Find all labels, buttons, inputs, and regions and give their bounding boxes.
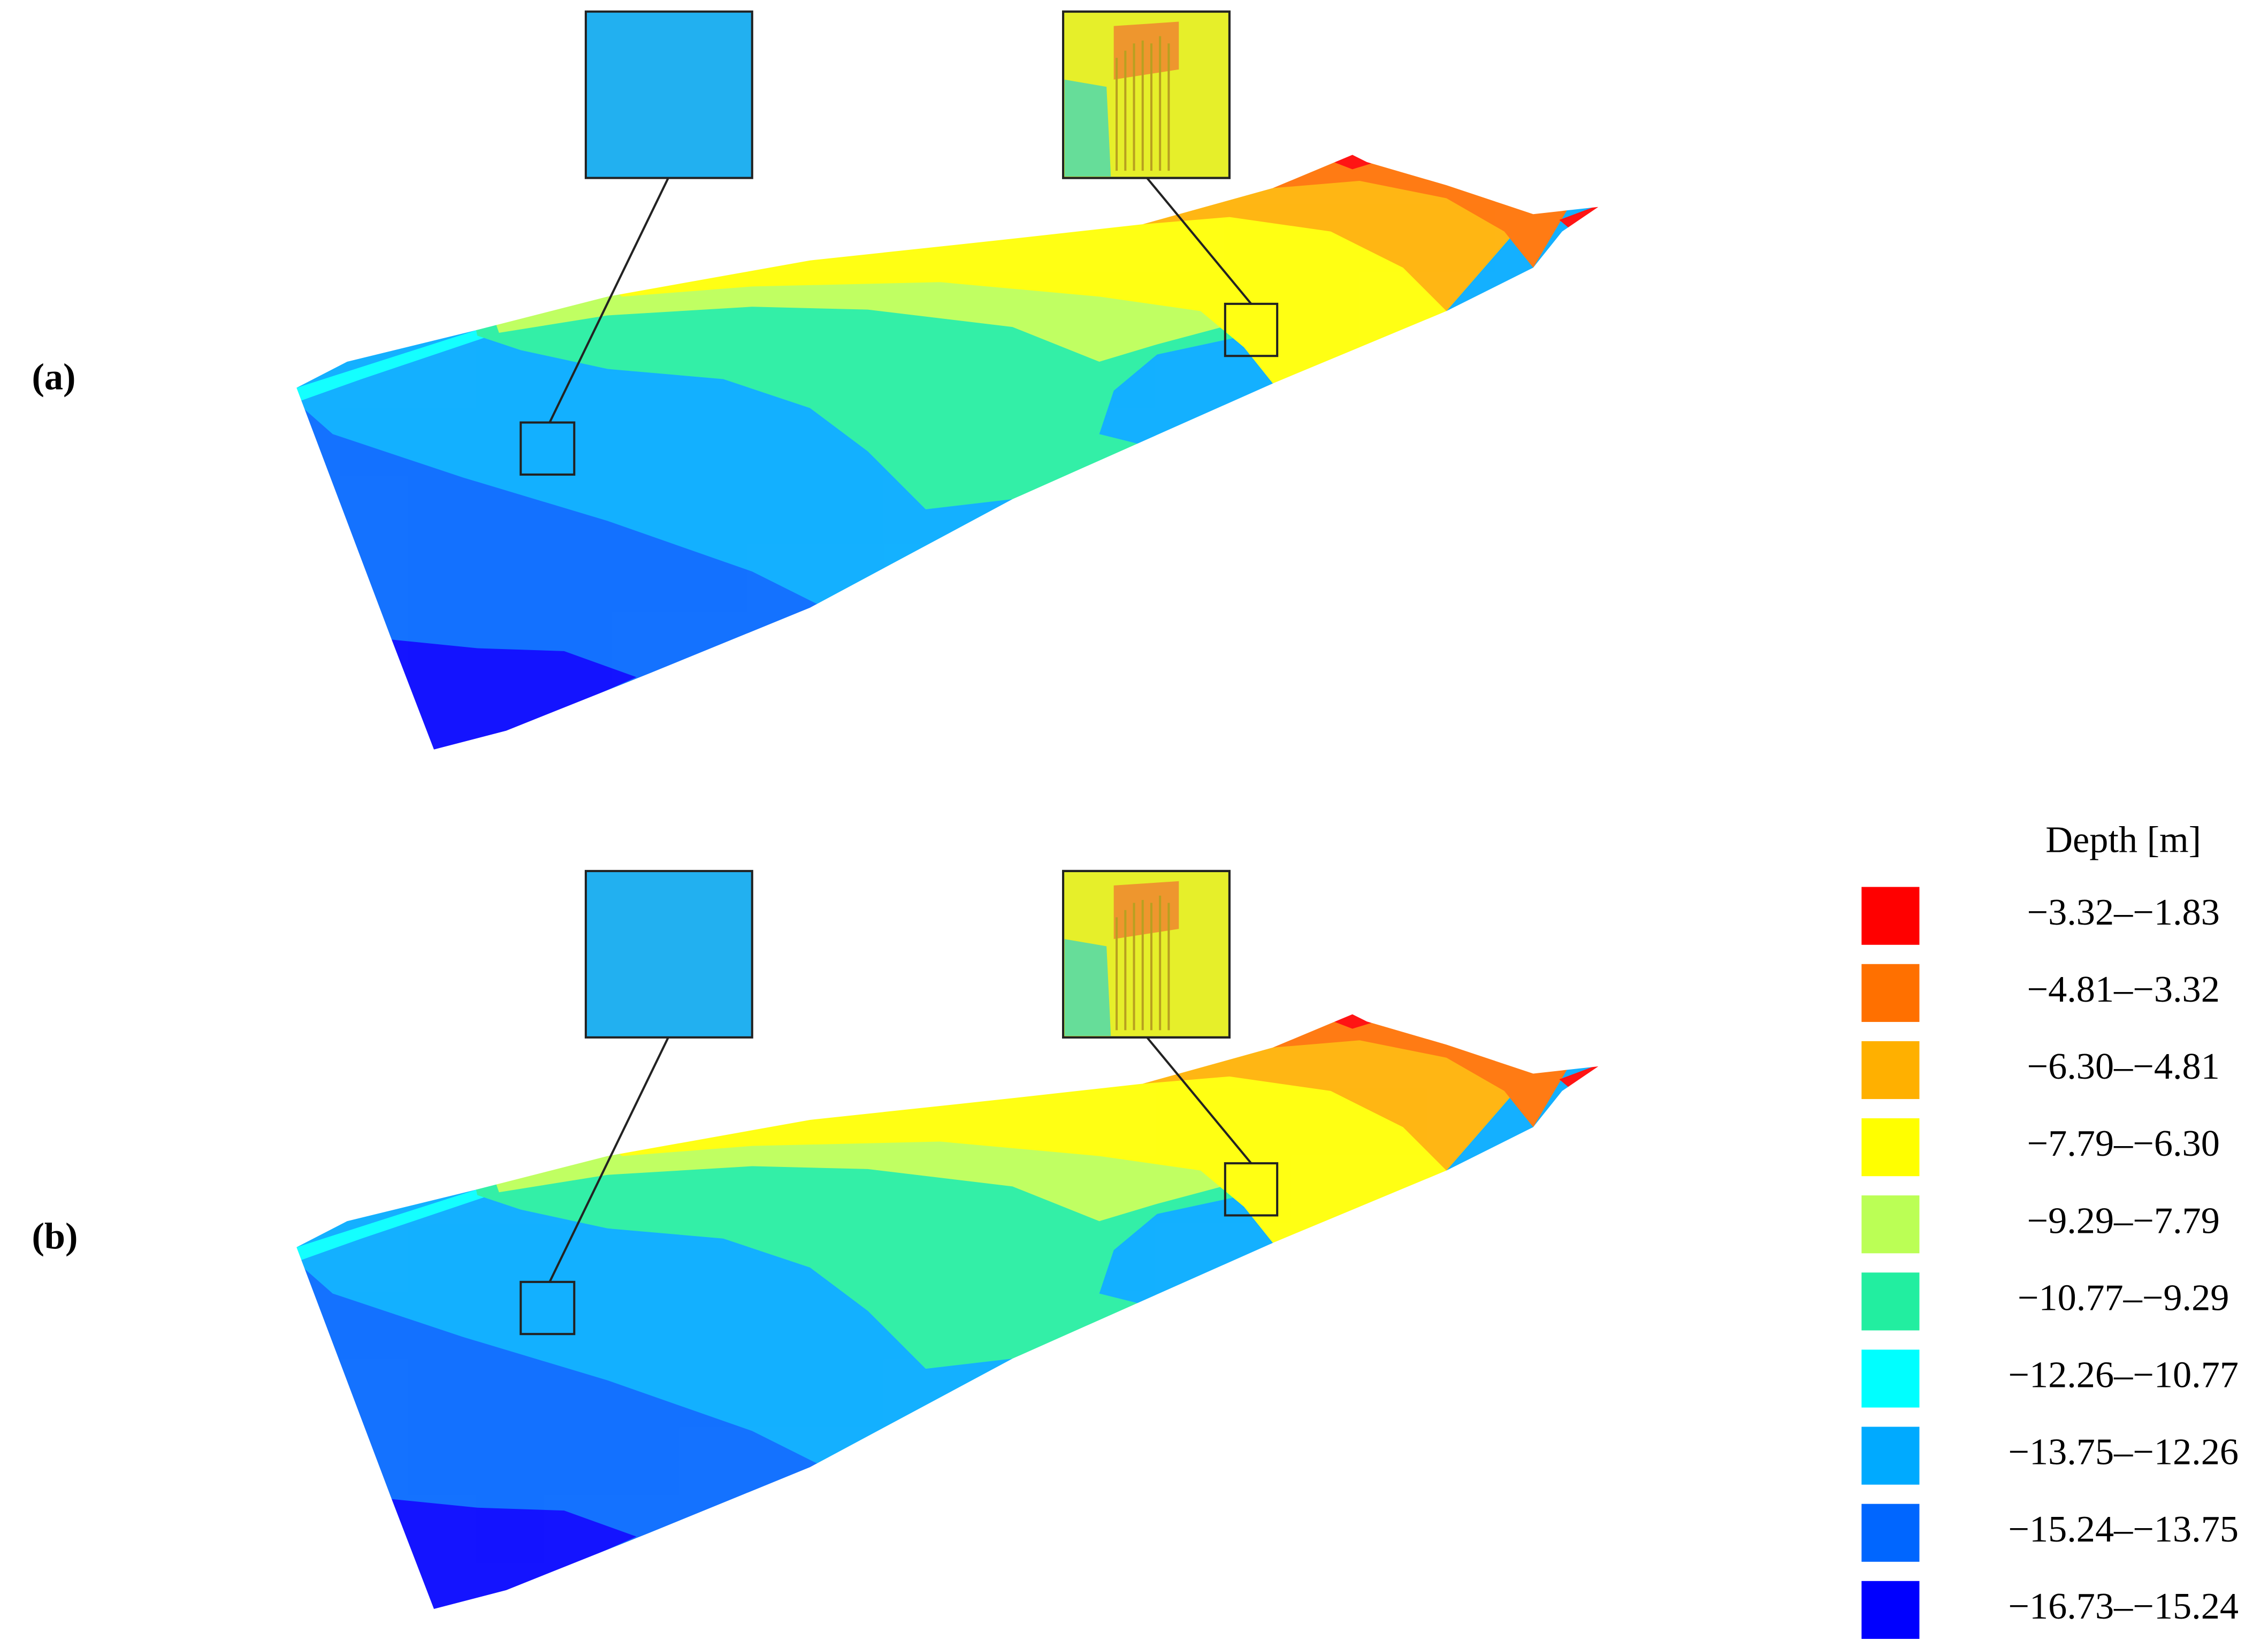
legend-label: −16.73–−15.24	[2008, 1585, 2239, 1627]
legend-label: −10.77–−9.29	[2018, 1277, 2229, 1318]
legend-swatch	[1861, 1504, 1920, 1562]
panel-label: (a)	[32, 356, 75, 398]
panel-label: (b)	[32, 1216, 78, 1257]
legend-label: −3.32–−1.83	[2027, 891, 2219, 933]
legend-label: −13.75–−12.26	[2008, 1431, 2239, 1473]
legend-swatch	[1861, 1041, 1920, 1100]
surface-a	[275, 12, 1620, 767]
legend-swatch	[1861, 1426, 1920, 1485]
legend-label: −9.29–−7.79	[2027, 1200, 2219, 1241]
legend-title: Depth [m]	[2045, 819, 2201, 861]
legend-swatch	[1861, 1581, 1920, 1639]
legend-swatch	[1861, 1118, 1920, 1177]
legend-label: −12.26–−10.77	[2008, 1354, 2239, 1396]
legend-label: −4.81–−3.32	[2027, 968, 2219, 1010]
legend-label: −6.30–−4.81	[2027, 1046, 2219, 1087]
legend-swatch	[1861, 887, 1920, 945]
legend: −3.32–−1.83 −4.81–−3.32 −6.30–−4.81 −7.79–−…	[1861, 887, 2239, 1639]
legend-label: −7.79–−6.30	[2027, 1123, 2219, 1164]
legend-swatch	[1861, 1272, 1920, 1331]
legend-swatch	[1861, 1195, 1920, 1254]
legend-swatch	[1861, 964, 1920, 1022]
legend-label: −15.24–−13.75	[2008, 1508, 2239, 1550]
legend-swatch	[1861, 1349, 1920, 1408]
surface-b	[275, 871, 1620, 1627]
